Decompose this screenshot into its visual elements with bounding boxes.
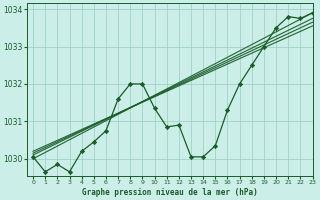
X-axis label: Graphe pression niveau de la mer (hPa): Graphe pression niveau de la mer (hPa) xyxy=(82,188,258,197)
